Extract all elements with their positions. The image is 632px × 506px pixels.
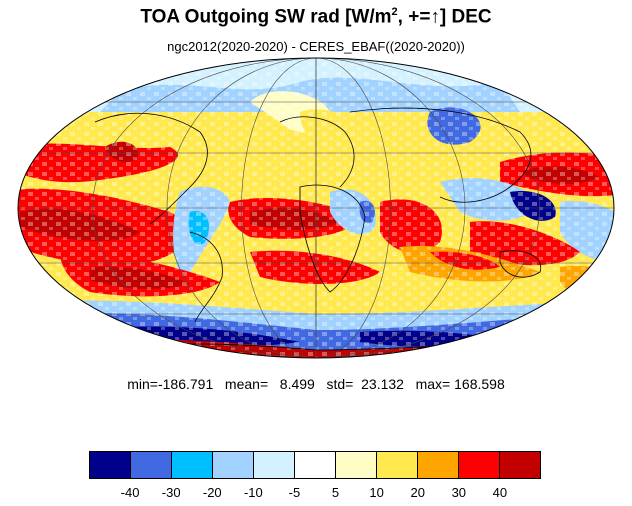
up-arrow-icon: ↑: [430, 6, 440, 28]
colorbar-tick-label: -20: [202, 485, 222, 500]
plot-subtitle: ngc2012(2020-2020) - CERES_EBAF((2020-20…: [167, 39, 465, 54]
colorbar-swatch: [336, 452, 377, 478]
colorbar-swatch: [500, 452, 540, 478]
colorbar-swatch: [213, 452, 254, 478]
map-gridlines: [18, 58, 614, 358]
plot-title: TOA Outgoing SW rad [W/m2, +=↑] DEC: [140, 6, 492, 28]
colorbar-tick-label: -30: [161, 485, 181, 500]
colorbar-swatch: [377, 452, 418, 478]
colorbar-tick-label: -10: [243, 485, 263, 500]
colorbar-tick-label: -40: [120, 485, 140, 500]
colorbar-tick-label: 40: [492, 485, 508, 500]
colorbar-swatch: [90, 452, 131, 478]
colorbar-tick-label: 20: [410, 485, 425, 500]
world-map: [17, 57, 615, 359]
colorbar-tick-label: -5: [288, 485, 301, 500]
globe-outline: [17, 57, 615, 359]
colorbar-swatch: [172, 452, 213, 478]
colorbar-tick-label: 5: [331, 485, 340, 500]
colorbar-tick-labels: -40 -30 -20 -10 -5 5 10 20 30 40: [89, 485, 541, 503]
colorbar-swatch: [131, 452, 172, 478]
colorbar-swatch: [254, 452, 295, 478]
colorbar-tick-label: 30: [451, 485, 467, 500]
colorbar-swatch: [418, 452, 459, 478]
colorbar-swatch: [295, 452, 336, 478]
coastlines: [94, 107, 542, 351]
colorbar: [89, 451, 541, 479]
colorbar-tick-label: 10: [369, 485, 384, 500]
statistics-line: min=-186.791 mean= 8.499 std= 23.132 max…: [127, 376, 505, 392]
colorbar-swatch: [459, 452, 500, 478]
